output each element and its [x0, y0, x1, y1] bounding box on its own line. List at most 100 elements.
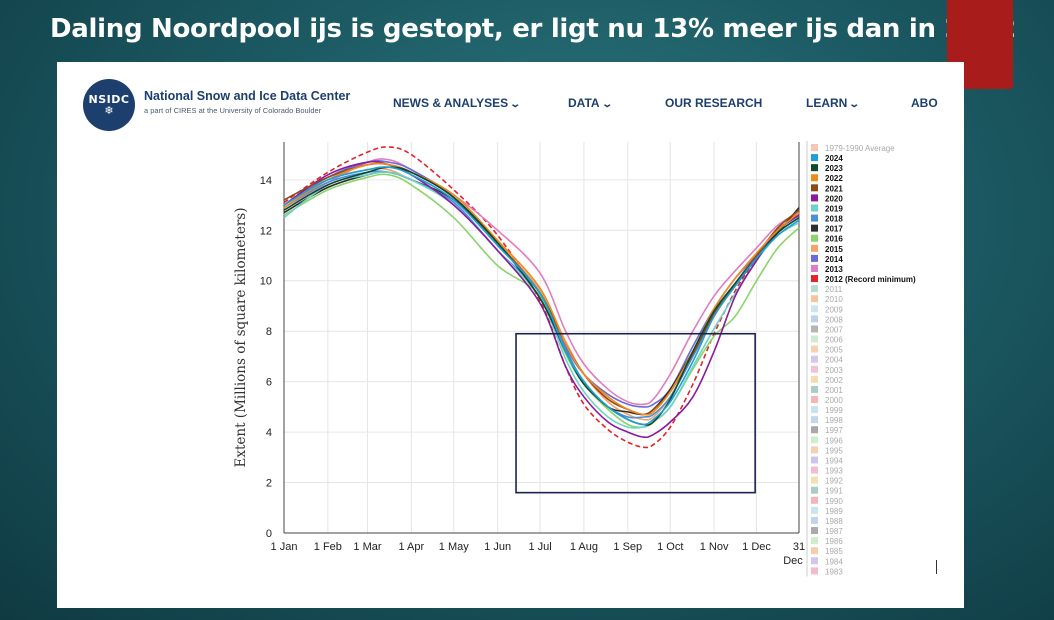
legend-label[interactable]: 2011 — [825, 285, 843, 294]
legend-label[interactable]: 1993 — [825, 467, 843, 476]
legend-swatch — [811, 144, 818, 151]
x-tick-label: 1 May — [439, 541, 469, 553]
legend-swatch — [811, 214, 818, 222]
nav-label: DATA — [568, 96, 600, 110]
nav-label: LEARN — [806, 96, 848, 110]
legend-swatch — [811, 557, 818, 565]
legend-label[interactable]: 1988 — [825, 517, 843, 526]
legend-label[interactable]: 1995 — [825, 446, 843, 455]
x-tick-label: 1 Feb — [314, 541, 342, 553]
nav-news-analyses[interactable]: NEWS & ANALYSES⌄ — [393, 96, 522, 110]
legend-label[interactable]: 2000 — [825, 396, 843, 405]
y-tick-label: 8 — [266, 326, 272, 338]
nsidc-logo[interactable]: NSIDC ❄ — [83, 79, 135, 131]
x-tick-label: 1 Jan — [271, 541, 298, 553]
legend-label[interactable]: 2009 — [825, 305, 843, 314]
legend-swatch — [811, 275, 818, 283]
legend-label[interactable]: 2003 — [825, 366, 843, 375]
x-tick-label: 1 Jun — [484, 541, 511, 553]
legend-label[interactable]: 2018 — [825, 215, 843, 224]
legend-label[interactable]: 1983 — [825, 567, 843, 576]
legend-label[interactable]: 2017 — [825, 225, 843, 234]
legend-label[interactable]: 1984 — [825, 557, 843, 566]
legend-label[interactable]: 1985 — [825, 547, 843, 556]
legend-label[interactable]: 2016 — [825, 235, 843, 244]
legend-swatch — [811, 486, 818, 494]
legend-label[interactable]: 2010 — [825, 295, 843, 304]
legend-swatch — [811, 254, 818, 262]
legend-swatch — [811, 184, 818, 192]
legend-label[interactable]: 1998 — [825, 416, 843, 425]
legend-label[interactable]: 2008 — [825, 315, 843, 324]
nav-our-research[interactable]: OUR RESEARCH — [665, 96, 762, 110]
series-line-2022 — [283, 162, 800, 416]
legend-label[interactable]: 2005 — [825, 346, 843, 355]
legend-label[interactable]: 1990 — [825, 497, 843, 506]
legend-label[interactable]: 1999 — [825, 406, 843, 415]
legend-swatch — [811, 305, 818, 313]
legend-swatch — [811, 416, 818, 424]
legend-swatch — [811, 264, 818, 272]
legend-label[interactable]: 2021 — [825, 184, 843, 193]
legend-label[interactable]: 1991 — [825, 487, 843, 496]
legend-label[interactable]: 1987 — [825, 527, 843, 536]
nsidc-panel: NSIDC ❄ National Snow and Ice Data Cente… — [57, 62, 964, 608]
legend-label[interactable]: 2007 — [825, 325, 843, 334]
legend-label[interactable]: 1997 — [825, 426, 843, 435]
legend-swatch — [811, 537, 818, 545]
nav-label: ABO — [911, 96, 938, 110]
legend-label[interactable]: 2015 — [825, 245, 843, 254]
chevron-down-icon: ⌄ — [600, 99, 613, 110]
y-tick-label: 0 — [266, 528, 272, 540]
nav-label: OUR RESEARCH — [665, 96, 763, 110]
legend-label[interactable]: 1986 — [825, 537, 843, 546]
legend-swatch — [811, 567, 818, 575]
nav-about[interactable]: ABO — [911, 96, 938, 110]
legend-label[interactable]: 2014 — [825, 255, 843, 264]
legend-label[interactable]: 2019 — [825, 204, 843, 213]
legend-label[interactable]: 1989 — [825, 507, 843, 516]
legend-swatch — [811, 174, 818, 182]
x-tick-label: 1 Apr — [398, 541, 424, 553]
highlight-box — [515, 332, 756, 494]
legend-swatch — [811, 244, 818, 252]
x-tick-label: 1 Sep — [613, 541, 642, 553]
legend-label[interactable]: 1994 — [825, 456, 843, 465]
legend-swatch — [811, 406, 818, 414]
legend-label[interactable]: 2013 — [825, 265, 843, 274]
sea-ice-extent-chart: 0 2 4 6 8 10 12 14 1 Jan 1 Feb 1 Mar 1 Apr 1 May 1 Ju… — [233, 141, 916, 577]
nav-data[interactable]: DATA⌄ — [568, 96, 613, 110]
y-tick-label: 14 — [260, 175, 272, 187]
legend-label[interactable]: 2020 — [825, 194, 843, 203]
y-tick-label: 12 — [260, 225, 272, 237]
legend-label[interactable]: 2023 — [825, 164, 843, 173]
legend-label[interactable]: 2004 — [825, 356, 843, 365]
x-tick-label: 31 — [793, 541, 805, 553]
legend-label[interactable]: 2001 — [825, 386, 843, 395]
legend-label[interactable]: 2006 — [825, 336, 843, 345]
nav-learn[interactable]: LEARN⌄ — [806, 96, 860, 110]
logo-text: NSIDC — [88, 93, 130, 106]
legend-label[interactable]: 1996 — [825, 436, 843, 445]
chevron-down-icon: ⌄ — [509, 99, 522, 110]
legend-swatch — [811, 547, 818, 555]
series-line-2019 — [283, 171, 800, 429]
legend-label[interactable]: 2022 — [825, 174, 843, 183]
series-line-2016 — [283, 173, 800, 429]
legend-label[interactable]: 2024 — [825, 154, 843, 163]
legend-label[interactable]: 1979-1990 Average — [825, 144, 895, 153]
org-name[interactable]: National Snow and Ice Data Center — [144, 89, 351, 103]
legend-swatch — [811, 496, 818, 504]
series-line-2013 — [283, 158, 800, 406]
legend-label[interactable]: 2012 (Record minimum) — [825, 275, 916, 284]
text-cursor — [936, 560, 937, 574]
legend-label[interactable]: 1992 — [825, 477, 843, 486]
legend-swatch — [811, 194, 818, 202]
legend-swatch — [811, 506, 818, 514]
y-tick-label: 6 — [266, 377, 272, 389]
x-tick-label: 1 Aug — [570, 541, 598, 553]
legend-label[interactable]: 2002 — [825, 376, 843, 385]
legend-swatch — [811, 396, 818, 403]
legend-swatch — [811, 164, 818, 172]
legend-swatch — [811, 335, 818, 343]
